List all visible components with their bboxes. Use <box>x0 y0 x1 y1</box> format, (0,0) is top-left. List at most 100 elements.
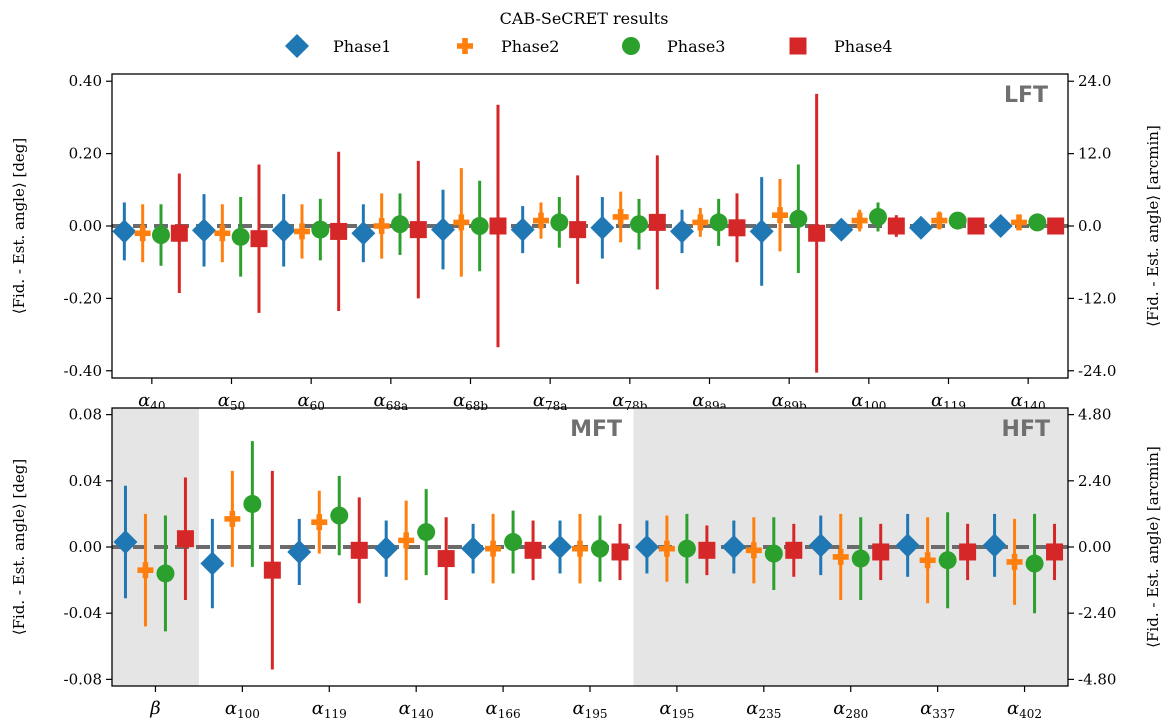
data-point <box>134 225 151 242</box>
series-phase3 <box>151 164 1047 277</box>
data-point <box>832 548 849 565</box>
data-point <box>156 564 175 583</box>
data-point <box>231 227 250 246</box>
data-point <box>437 550 455 568</box>
data-point <box>948 211 967 230</box>
data-point <box>887 217 905 235</box>
data-point <box>250 230 268 248</box>
data-point <box>728 219 746 237</box>
data-point <box>390 215 409 234</box>
x-tick-label: β <box>149 698 160 719</box>
x-tick-label: α280 <box>833 698 868 721</box>
legend-label: Phase4 <box>834 37 892 56</box>
x-tick-label: α195 <box>659 698 694 721</box>
data-point <box>398 532 415 549</box>
legend-marker-square-icon <box>789 37 807 55</box>
data-point <box>243 494 262 513</box>
lft-panel: LFT 0.40 0.20 0.00 -0.20 -0.40 24.0 12.0 0.0 -12.… <box>10 72 1162 413</box>
data-point <box>698 541 716 559</box>
data-point <box>745 542 762 559</box>
x-tick-label: α78a <box>533 390 568 413</box>
data-point <box>808 224 826 242</box>
y-tick-label: -0.08 <box>64 670 102 688</box>
x-tick-label: α166 <box>486 698 521 721</box>
y-tick-label: 0.40 <box>69 72 102 90</box>
data-point <box>431 217 456 242</box>
y2-tick-label: 0.00 <box>1078 538 1111 556</box>
panel-stamp: MFT <box>570 417 622 442</box>
data-point <box>851 549 870 568</box>
y-tick-label: 0.20 <box>69 145 102 163</box>
data-point <box>263 561 281 579</box>
data-point <box>569 221 587 239</box>
y2-tick-label: 4.80 <box>1078 406 1111 424</box>
data-point <box>1006 553 1023 570</box>
data-point <box>533 212 550 229</box>
data-point <box>789 209 808 228</box>
y2-tick-label: 24.0 <box>1078 72 1111 90</box>
data-point <box>721 535 746 559</box>
data-point <box>785 541 803 559</box>
data-point <box>959 543 977 561</box>
legend: Phase1 Phase2 Phase3 Phase4 <box>285 34 892 58</box>
data-point <box>330 222 348 240</box>
data-point <box>170 224 188 242</box>
data-point <box>677 539 696 558</box>
legend-entry-phase3: Phase3 <box>622 37 725 56</box>
data-point <box>1028 213 1047 232</box>
data-point <box>548 535 573 559</box>
data-point <box>176 530 194 548</box>
data-point <box>851 212 868 229</box>
legend-label: Phase2 <box>501 37 559 56</box>
data-point <box>590 215 615 240</box>
data-point <box>271 218 296 243</box>
y-tick-label: 0.04 <box>69 472 102 490</box>
legend-entry-phase4: Phase4 <box>789 37 892 56</box>
data-point <box>808 533 833 558</box>
x-tick-label: α235 <box>746 698 781 721</box>
y-tick-label: -0.04 <box>64 604 102 622</box>
data-point <box>330 506 349 525</box>
data-point <box>470 217 489 235</box>
data-point <box>749 219 774 244</box>
data-point <box>938 551 957 570</box>
data-point <box>1047 217 1065 235</box>
data-point <box>868 207 887 226</box>
y2-tick-label: -24.0 <box>1078 362 1116 380</box>
data-point <box>670 219 695 244</box>
data-point <box>612 208 629 225</box>
y-tick-label: -0.40 <box>64 362 102 380</box>
data-point <box>550 213 569 232</box>
x-tick-label: α60 <box>297 390 324 413</box>
mft-hft-panel: MFT HFT 0.08 0.04 0.00 -0.04 -0.08 4.80 2.40 0.00… <box>10 406 1162 721</box>
data-point <box>709 213 728 232</box>
data-point <box>692 214 709 231</box>
legend-entry-phase1: Phase1 <box>285 34 391 58</box>
series-phase3 <box>156 441 1044 632</box>
y-tick-label: 0.08 <box>69 406 102 424</box>
data-point <box>461 536 486 561</box>
y2-tick-label: 12.0 <box>1078 145 1111 163</box>
data-point <box>453 214 470 231</box>
legend-label: Phase3 <box>667 37 725 56</box>
data-point <box>137 562 154 579</box>
data-point <box>648 213 666 231</box>
data-point <box>1046 543 1064 561</box>
data-point <box>192 218 217 243</box>
data-point <box>311 514 328 531</box>
legend-label: Phase1 <box>333 37 391 56</box>
data-point <box>658 540 675 557</box>
y2-tick-label: -4.80 <box>1078 670 1116 688</box>
data-point <box>311 220 330 239</box>
x-tick-label: α100 <box>225 698 260 721</box>
y2-tick-label: 2.40 <box>1078 472 1111 490</box>
y2-tick-label: -2.40 <box>1078 604 1116 622</box>
x-tick-label: α337 <box>920 698 955 721</box>
series-phase1 <box>113 485 1007 609</box>
data-point <box>772 207 789 224</box>
data-point <box>504 533 523 552</box>
data-point <box>872 543 890 561</box>
x-tick-label: α50 <box>218 390 245 413</box>
data-point <box>764 544 783 563</box>
